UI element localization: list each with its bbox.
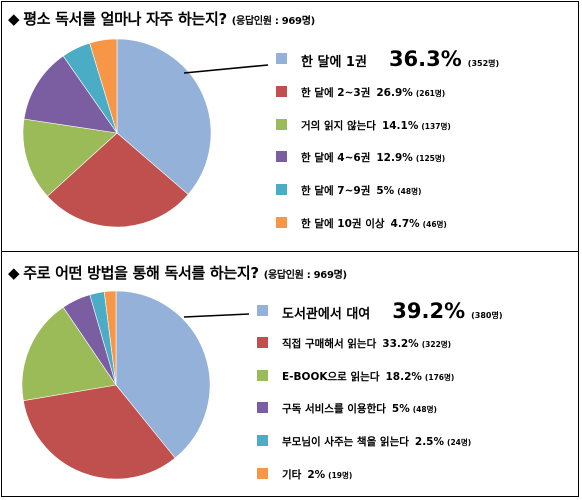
legend-item: 한 달에 1권 36.3% (352명) [301, 47, 499, 71]
legend-percent: 12.9% [376, 152, 413, 164]
legend-swatch [257, 435, 268, 446]
legend-percent: 33.2% [382, 338, 419, 350]
legend-percent: 5% [376, 185, 395, 197]
legend-percent: 2% [307, 469, 326, 481]
legend-label: 한 달에 7~9권 [301, 185, 371, 197]
legend-percent: 4.7% [390, 218, 420, 230]
respondent-note: (응답인원 : 969명) [263, 270, 347, 281]
legend-swatch [276, 86, 287, 97]
legend-swatch [276, 53, 287, 64]
legend-item: 한 달에 2~3권 26.9% (261명) [301, 85, 445, 100]
legend-percent: 36.3% [388, 47, 462, 71]
diamond-bullet-icon: ◆ [8, 264, 20, 282]
respondent-note: (응답인원 : 969명) [231, 16, 315, 27]
legend-item: E-BOOK으로 읽는다 18.2% (176명) [282, 369, 454, 384]
legend-item: 부모님이 사주는 책을 읽는다 2.5% (24명) [282, 434, 471, 449]
legend-percent: 18.2% [385, 371, 422, 383]
legend-count: (24명) [447, 438, 472, 447]
legend-label: 부모님이 사주는 책을 읽는다 [282, 436, 409, 448]
legend-label: 한 달에 1권 [301, 55, 367, 70]
legend-percent: 5% [391, 403, 410, 415]
legend-item: 한 달에 7~9권 5% (48명) [301, 183, 421, 198]
legend-swatch [257, 337, 268, 348]
chart-title-text: 평소 독서를 얼마나 자주 하는지? [23, 10, 227, 28]
legend-label: 한 달에 4~6권 [301, 152, 371, 164]
diamond-bullet-icon: ◆ [8, 10, 20, 28]
legend-count: (176명) [424, 373, 455, 382]
legend-label: 기타 [282, 469, 302, 481]
legend-swatch [276, 151, 287, 162]
legend-swatch [257, 305, 268, 316]
legend-count: (19명) [328, 471, 353, 480]
legend-swatch [276, 119, 287, 130]
legend-count: (352명) [467, 59, 500, 68]
legend-percent: 14.1% [381, 120, 419, 132]
legend-count: (125명) [415, 154, 446, 163]
legend-item: 구독 서비스를 이용한다 5% (48명) [282, 401, 437, 416]
legend-count: (137명) [421, 122, 451, 131]
legend-label: 한 달에 10권 이상 [301, 218, 385, 230]
legend-count: (46명) [422, 220, 447, 229]
legend-label: E-BOOK으로 읽는다 [282, 371, 380, 383]
legend-count: (380명) [471, 311, 503, 320]
legend-item: 기타 2% (19명) [282, 467, 352, 482]
legend-item: 한 달에 4~6권 12.9% (125명) [301, 150, 445, 165]
chart-title-2: ◆ 주로 어떤 방법을 통해 독서를 하는지? (응답인원 : 969명) [8, 262, 347, 283]
legend-item: 거의 읽지 않는다 14.1% (137명) [301, 118, 451, 133]
legend-percent: 39.2% [392, 299, 466, 323]
legend-percent: 26.9% [376, 87, 413, 99]
legend-count: (261명) [415, 89, 446, 98]
legend-count: (322명) [421, 340, 452, 349]
section-divider [1, 251, 579, 252]
legend-count: (48명) [397, 187, 422, 196]
legend-label: 도서관에서 대여 [282, 307, 371, 322]
legend-swatch [276, 217, 287, 228]
legend-swatch [257, 468, 268, 479]
chart-title-text: 주로 어떤 방법을 통해 독서를 하는지? [23, 264, 259, 282]
legend-percent: 2.5% [414, 436, 445, 448]
legend-label: 거의 읽지 않는다 [301, 120, 376, 132]
legend-item: 직접 구매해서 읽는다 33.2% (322명) [282, 336, 451, 351]
legend-label: 한 달에 2~3권 [301, 87, 371, 99]
legend-swatch [257, 370, 268, 381]
legend-item: 도서관에서 대여 39.2% (380명) [282, 299, 502, 323]
legend-item: 한 달에 10권 이상 4.7% (46명) [301, 216, 447, 231]
legend-count: (48명) [412, 405, 437, 414]
legend-label: 구독 서비스를 이용한다 [282, 403, 386, 415]
legend-swatch [257, 402, 268, 413]
chart-title-1: ◆ 평소 독서를 얼마나 자주 하는지? (응답인원 : 969명) [8, 8, 315, 29]
legend-swatch [276, 184, 287, 195]
legend-label: 직접 구매해서 읽는다 [282, 338, 377, 350]
